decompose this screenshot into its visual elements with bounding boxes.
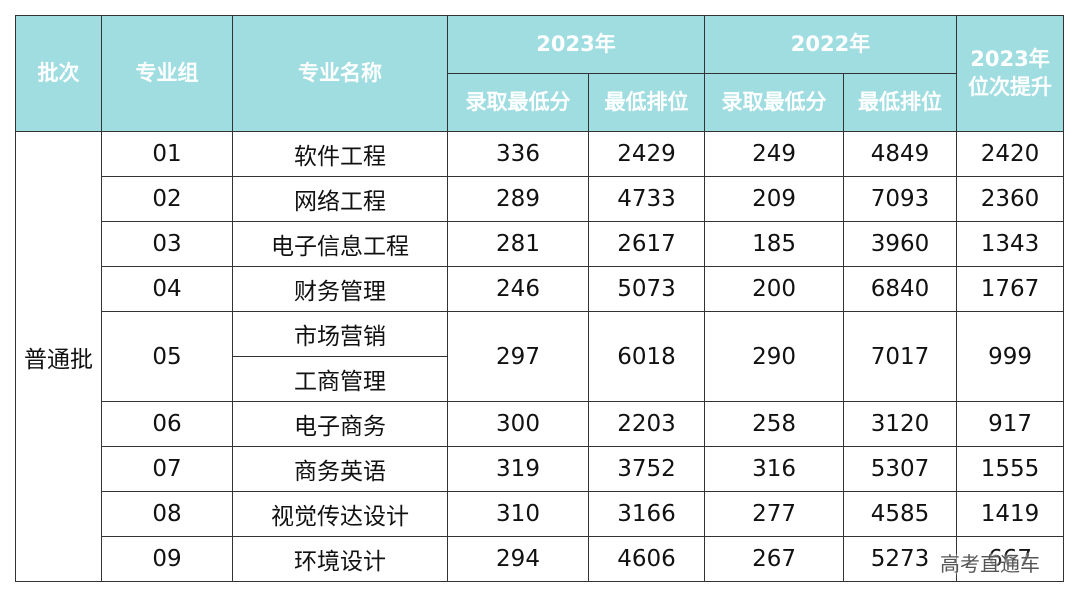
header-cell: 最低排位 bbox=[843, 73, 958, 132]
value-cell: 319 bbox=[447, 446, 589, 492]
major-cell: 网络工程 bbox=[232, 176, 448, 222]
value-cell: 281 bbox=[447, 221, 589, 267]
value-cell: 2203 bbox=[587, 401, 706, 447]
header-row: 批次 专业组 专业名称 2023年 2022年 2023年 位次提升 bbox=[15, 15, 1065, 132]
value-cell: 3752 bbox=[587, 446, 706, 492]
group-cell: 09 bbox=[101, 536, 233, 582]
header-cell: 最低排位 bbox=[587, 73, 706, 132]
value-cell: 5273 bbox=[843, 536, 958, 582]
table-row: 05 市场营销 297 6018 290 7017 999 bbox=[16, 311, 1065, 402]
value-cell: 246 bbox=[447, 266, 589, 312]
value-cell: 3960 bbox=[843, 221, 958, 267]
watermark: 高考直通车 bbox=[940, 552, 1040, 576]
header-cell: 2023年 bbox=[446, 15, 706, 74]
header-cell: 2022年 bbox=[704, 15, 958, 74]
major-cell: 商务英语 bbox=[232, 446, 448, 492]
value-cell: 3166 bbox=[587, 491, 706, 537]
major-cell: 工商管理 bbox=[232, 356, 448, 402]
value-cell: 667 bbox=[956, 536, 1065, 582]
major-cell: 环境设计 bbox=[232, 536, 448, 582]
group-cell: 05 bbox=[101, 311, 233, 402]
value-cell: 300 bbox=[447, 401, 589, 447]
table-body: 普通批 01 软件工程 336 2429 249 4849 2420 02 网络工程 289 4733… bbox=[15, 131, 1065, 582]
value-cell: 7093 bbox=[843, 176, 958, 222]
value-cell: 917 bbox=[956, 401, 1065, 447]
value-cell: 2617 bbox=[587, 221, 706, 267]
group-cell: 04 bbox=[101, 266, 233, 312]
group-cell: 07 bbox=[101, 446, 233, 492]
major-cell: 财务管理 bbox=[232, 266, 448, 312]
value-cell: 2429 bbox=[587, 131, 706, 177]
value-cell: 249 bbox=[704, 131, 845, 177]
group-cell: 08 bbox=[101, 491, 233, 537]
value-cell: 277 bbox=[704, 491, 845, 537]
value-cell: 7017 bbox=[843, 311, 958, 402]
header-cell: 录取最低分 bbox=[447, 73, 589, 132]
header-text: 2023年 bbox=[970, 47, 1050, 72]
value-cell: 209 bbox=[704, 176, 845, 222]
major-cell: 电子信息工程 bbox=[232, 221, 448, 267]
value-cell: 6018 bbox=[587, 311, 706, 402]
value-cell: 267 bbox=[704, 536, 845, 582]
value-cell: 297 bbox=[447, 311, 589, 402]
value-cell: 4733 bbox=[587, 176, 706, 222]
group-cell: 03 bbox=[101, 221, 233, 267]
value-cell: 185 bbox=[704, 221, 845, 267]
value-cell: 4849 bbox=[843, 131, 958, 177]
major-cell: 电子商务 bbox=[232, 401, 448, 447]
table-row: 08 视觉传达设计 310 3166 277 4585 1419 bbox=[16, 491, 1065, 537]
header-row: 录取最低分 最低排位 录取最低分 最低排位 bbox=[16, 73, 1064, 132]
value-cell: 1555 bbox=[956, 446, 1065, 492]
value-cell: 5307 bbox=[843, 446, 958, 492]
header-cell: 录取最低分 bbox=[704, 73, 845, 132]
value-cell: 999 bbox=[956, 311, 1065, 402]
value-cell: 1767 bbox=[956, 266, 1065, 312]
value-cell: 310 bbox=[447, 491, 589, 537]
value-cell: 2420 bbox=[956, 131, 1065, 177]
batch-cell: 普通批 bbox=[15, 131, 102, 582]
table-row: 工商管理 bbox=[16, 356, 1064, 402]
table-row: 09 环境设计 294 4606 267 5273 667 bbox=[16, 536, 1065, 582]
value-cell: 290 bbox=[704, 311, 845, 402]
value-cell: 6840 bbox=[843, 266, 958, 312]
value-cell: 294 bbox=[447, 536, 589, 582]
table-row: 07 商务英语 319 3752 316 5307 1555 bbox=[16, 446, 1065, 492]
header-cell: 专业组 bbox=[101, 15, 233, 132]
value-cell: 4585 bbox=[843, 491, 958, 537]
value-cell: 258 bbox=[704, 401, 845, 447]
value-cell: 4606 bbox=[587, 536, 706, 582]
table-row: 02 网络工程 289 4733 209 7093 2360 bbox=[16, 176, 1065, 222]
table-row: 普通批 01 软件工程 336 2429 249 4849 2420 bbox=[15, 131, 1065, 582]
group-cell: 01 bbox=[101, 131, 233, 177]
major-cell: 视觉传达设计 bbox=[232, 491, 448, 537]
value-cell: 3120 bbox=[843, 401, 958, 447]
table-row: 03 电子信息工程 281 2617 185 3960 1343 bbox=[16, 221, 1065, 267]
value-cell: 5073 bbox=[587, 266, 706, 312]
value-cell: 1343 bbox=[956, 221, 1065, 267]
header-text: 位次提升 bbox=[968, 74, 1053, 99]
value-cell: 1419 bbox=[956, 491, 1065, 537]
value-cell: 289 bbox=[447, 176, 589, 222]
table-row: 06 电子商务 300 2203 258 3120 917 bbox=[16, 401, 1065, 447]
value-cell: 336 bbox=[447, 131, 589, 177]
major-cell: 市场营销 bbox=[232, 311, 448, 357]
value-cell: 200 bbox=[704, 266, 845, 312]
group-cell: 06 bbox=[101, 401, 233, 447]
header-cell: 专业名称 bbox=[232, 15, 448, 132]
header-cell: 2023年 位次提升 bbox=[956, 15, 1065, 132]
table-row: 04 财务管理 246 5073 200 6840 1767 bbox=[16, 266, 1065, 312]
value-cell: 2360 bbox=[956, 176, 1065, 222]
header-cell: 批次 bbox=[15, 15, 102, 132]
score-table: 批次 专业组 专业名称 2023年 2022年 2023年 位次提升 录取最低分 … bbox=[15, 15, 1065, 582]
value-cell: 316 bbox=[704, 446, 845, 492]
major-cell: 软件工程 bbox=[232, 131, 448, 177]
group-cell: 02 bbox=[101, 176, 233, 222]
